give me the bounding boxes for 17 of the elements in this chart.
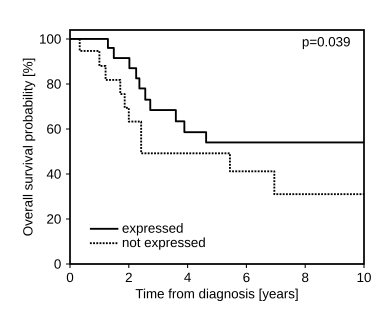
y-tick-label: 0 (54, 259, 61, 269)
y-tick-label: 100 (40, 34, 61, 44)
x-tick-label: 4 (184, 272, 191, 282)
x-axis-title: Time from diagnosis [years] (136, 288, 298, 302)
x-tick-label: 2 (126, 272, 132, 282)
x-tick-label: 0 (66, 272, 74, 282)
legend-label: expressed (122, 223, 183, 236)
x-tick-label: 10 (358, 272, 371, 282)
x-tick-label: 8 (302, 272, 308, 282)
y-tick-label: 60 (47, 124, 61, 134)
legend-label: not expressed (122, 237, 205, 250)
annotation: p=0.039 (302, 37, 350, 50)
x-tick-label: 6 (243, 272, 250, 282)
y-tick-label: 80 (47, 79, 61, 89)
y-axis-title: Overall survival probability [%] (22, 58, 36, 236)
y-tick-label: 40 (46, 169, 61, 179)
y-tick-label: 20 (47, 214, 61, 224)
